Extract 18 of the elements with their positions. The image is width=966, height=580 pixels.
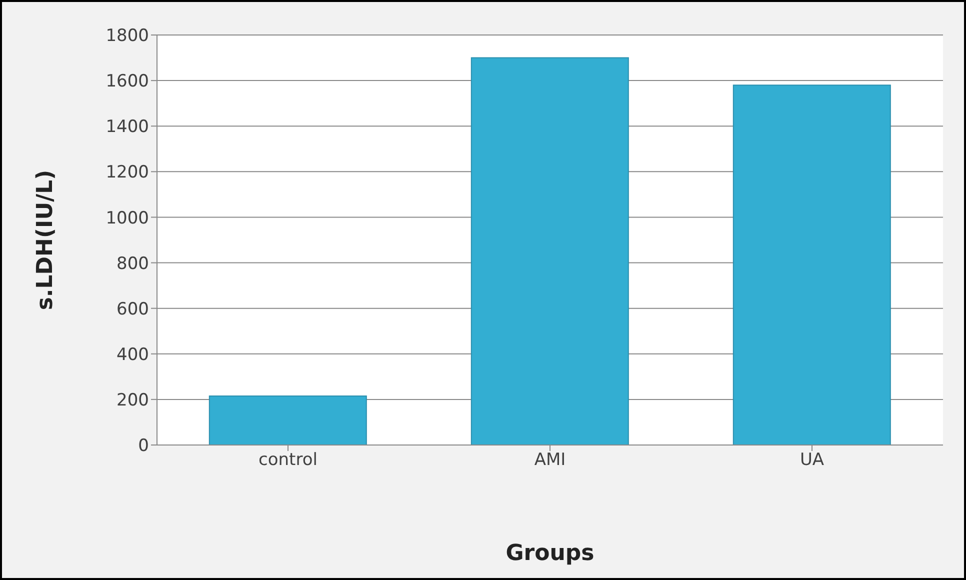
y-tick-label: 200 [116,390,149,410]
y-tick-label: 1800 [106,26,149,46]
x-tick-label: control [258,450,318,470]
y-tick-label: 0 [138,436,149,456]
bar [732,84,891,445]
y-tick-label: 1400 [106,117,149,138]
bar [470,57,629,445]
bar [208,396,367,445]
x-axis-title: Groups [506,541,594,566]
y-tick-label: 800 [116,254,149,274]
x-tick-label: UA [800,450,824,470]
y-tick-label: 1000 [106,208,149,228]
y-tick-label: 600 [116,299,149,320]
y-axis-title: s.LDH(IU/L) [32,170,58,310]
y-tick-label: 400 [116,344,149,365]
y-tick-label: 1600 [106,72,149,92]
x-tick-label: AMI [534,450,566,470]
y-tick-label: 1200 [106,162,149,183]
